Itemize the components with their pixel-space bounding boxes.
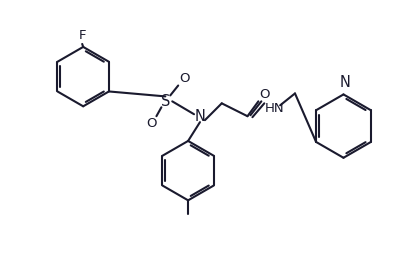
Text: HN: HN xyxy=(264,102,284,115)
Text: S: S xyxy=(161,94,170,109)
Text: O: O xyxy=(179,72,189,85)
Text: N: N xyxy=(340,75,351,91)
Text: F: F xyxy=(79,29,86,42)
Text: N: N xyxy=(194,109,205,124)
Text: O: O xyxy=(259,88,269,101)
Text: O: O xyxy=(146,117,157,130)
